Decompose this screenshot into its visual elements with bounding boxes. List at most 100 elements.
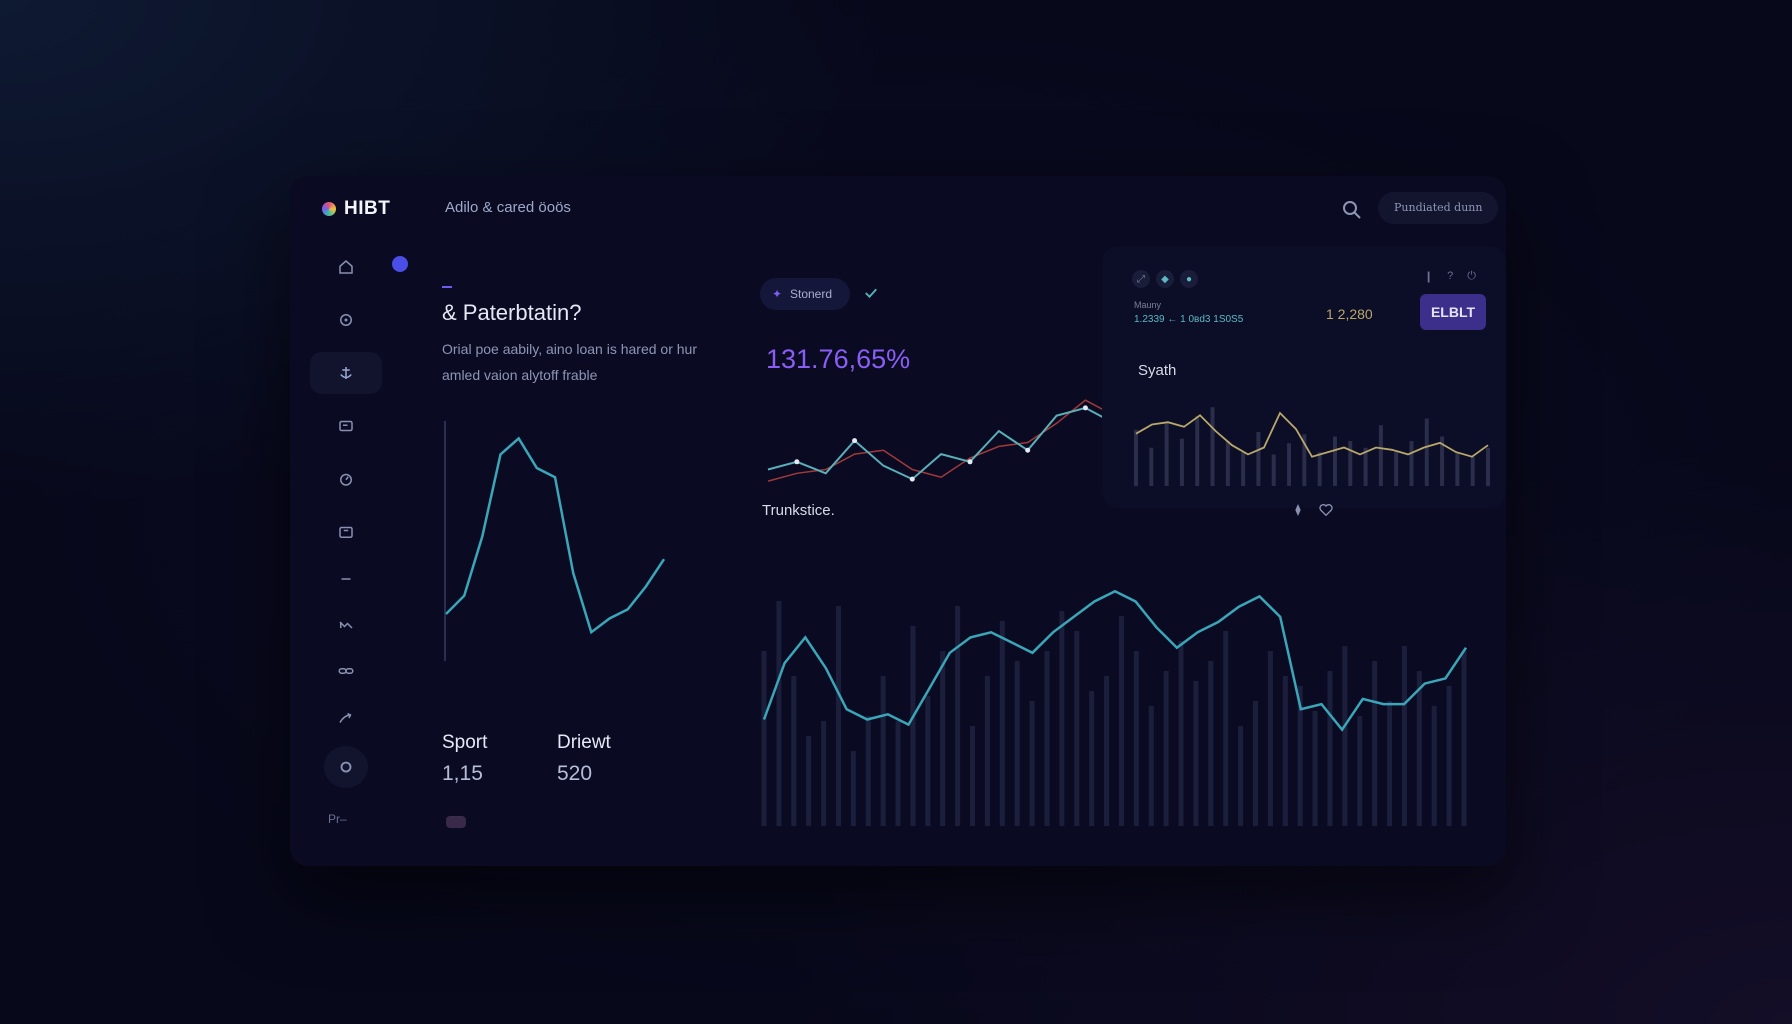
volume-bar [1312, 711, 1318, 826]
stat-label: Driewt [557, 732, 611, 753]
volume-bar [1133, 651, 1139, 826]
volume-bar [1179, 438, 1184, 486]
series-line [1135, 411, 1489, 458]
volume-bar [1252, 701, 1258, 826]
card-icon [339, 420, 353, 432]
volume-bar [865, 716, 871, 826]
amount-value: 1 2,280 [1326, 306, 1373, 322]
volume-bar [1163, 671, 1169, 826]
volume-bar [1401, 646, 1407, 826]
chart-label: Syath [1138, 362, 1177, 379]
volume-bar [1225, 441, 1230, 486]
sidebar-item-card[interactable] [310, 405, 382, 447]
heart-icon[interactable] [1318, 502, 1334, 518]
volume-bar [1074, 631, 1080, 826]
volume-bar [1195, 416, 1200, 486]
shield-icon[interactable]: ◆ [1156, 270, 1174, 288]
volume-bar [955, 606, 961, 826]
expand-icon[interactable]: ⤢ [1132, 270, 1150, 288]
volume-bar [1327, 671, 1333, 826]
logo[interactable]: HIBT [322, 198, 390, 220]
volume-bar [940, 651, 946, 826]
card-icon-group: ⤢ ◆ ● [1132, 270, 1198, 288]
volume-bar [1470, 456, 1475, 486]
volume-bar [1241, 452, 1246, 486]
volume-bar [1267, 651, 1273, 826]
bar-icon[interactable]: ❙ [1423, 271, 1434, 283]
volume-bar [1059, 611, 1065, 826]
left-line-chart [444, 421, 666, 661]
card-toolbar: ❙ ? ⏻ [1424, 270, 1476, 283]
wallet-icon [339, 526, 353, 538]
action-button[interactable]: ELBLT [1420, 294, 1486, 330]
sidebar-item-exchange[interactable] [310, 604, 382, 646]
volume-bar [1014, 661, 1020, 826]
volume-bar [1317, 452, 1322, 486]
volume-bar [1348, 441, 1353, 486]
right-mini-chart [1134, 407, 1490, 486]
data-point [909, 476, 915, 482]
search-icon[interactable] [1340, 198, 1364, 222]
volume-bar [1431, 706, 1437, 826]
trade-card: ⤢ ◆ ● ❙ ? ⏻ Mauny 1.2339 ← 1 0вd3 1S0S5 … [1102, 246, 1506, 508]
link-icon [338, 668, 354, 674]
pin-icon[interactable] [1290, 502, 1306, 518]
exchange-icon [339, 621, 353, 629]
logo-mark-icon [322, 202, 336, 216]
volume-bar [1455, 452, 1460, 486]
account-pill[interactable]: Pundiated dunn [1378, 192, 1499, 224]
power-icon[interactable]: ⏻ [1467, 270, 1476, 282]
volume-bar [1287, 443, 1292, 486]
status-tag[interactable]: Stonerd [760, 278, 851, 310]
help-icon[interactable]: ? [1447, 270, 1454, 282]
logo-text: HIBT [344, 198, 391, 219]
volume-bar [1193, 681, 1199, 826]
volume-bar [1104, 676, 1110, 826]
volume-bar [1271, 454, 1276, 486]
volume-bar [1378, 425, 1383, 486]
sidebar-item-trend[interactable] [310, 697, 382, 739]
volume-bar [880, 676, 886, 826]
volume-bar [791, 676, 797, 826]
volume-bar [1357, 716, 1363, 826]
volume-bar [910, 626, 916, 826]
volume-bar [1178, 641, 1184, 826]
bottom-combo-chart [761, 589, 1468, 826]
volume-bar [925, 696, 931, 826]
volume-bar [1148, 706, 1154, 826]
performance-stat: 131.76,65% [766, 344, 911, 374]
volume-bar [1416, 671, 1422, 826]
panel-description: Orial poe aabily, aino loan is hared or … [442, 341, 698, 383]
volume-bar [1164, 423, 1169, 486]
data-point [1082, 405, 1088, 411]
sidebar-item-wallet[interactable] [310, 511, 382, 553]
volume-bar [1118, 616, 1124, 826]
sidebar-item-home[interactable] [310, 246, 382, 288]
sidebar [290, 246, 390, 846]
sidebar-item-settings[interactable] [324, 746, 368, 788]
volume-bar [895, 721, 901, 826]
sidebar-footer-label[interactable]: Pr– [328, 812, 347, 826]
globe-icon[interactable]: ● [1180, 270, 1198, 288]
data-point [794, 459, 800, 465]
data-point [967, 459, 973, 465]
volume-bar [1282, 676, 1288, 826]
volume-bar [1302, 434, 1307, 486]
sidebar-item-minus[interactable] [310, 558, 382, 600]
volume-bar [850, 751, 856, 826]
volume-bar [1424, 418, 1429, 486]
volume-bar [776, 601, 782, 826]
trend-icon [339, 712, 352, 723]
stat-value: 1,15 [442, 762, 483, 785]
sidebar-item-anchor[interactable] [310, 352, 382, 394]
data-point [1025, 447, 1031, 453]
sidebar-item-gauge[interactable] [310, 458, 382, 500]
volume-bar [1486, 447, 1490, 486]
volume-bar [1029, 701, 1035, 826]
sidebar-item-link[interactable] [310, 650, 382, 692]
volume-bar [1409, 441, 1414, 486]
sidebar-item-coin[interactable] [310, 299, 382, 341]
volume-bar [761, 651, 767, 826]
section-marker [442, 286, 452, 288]
